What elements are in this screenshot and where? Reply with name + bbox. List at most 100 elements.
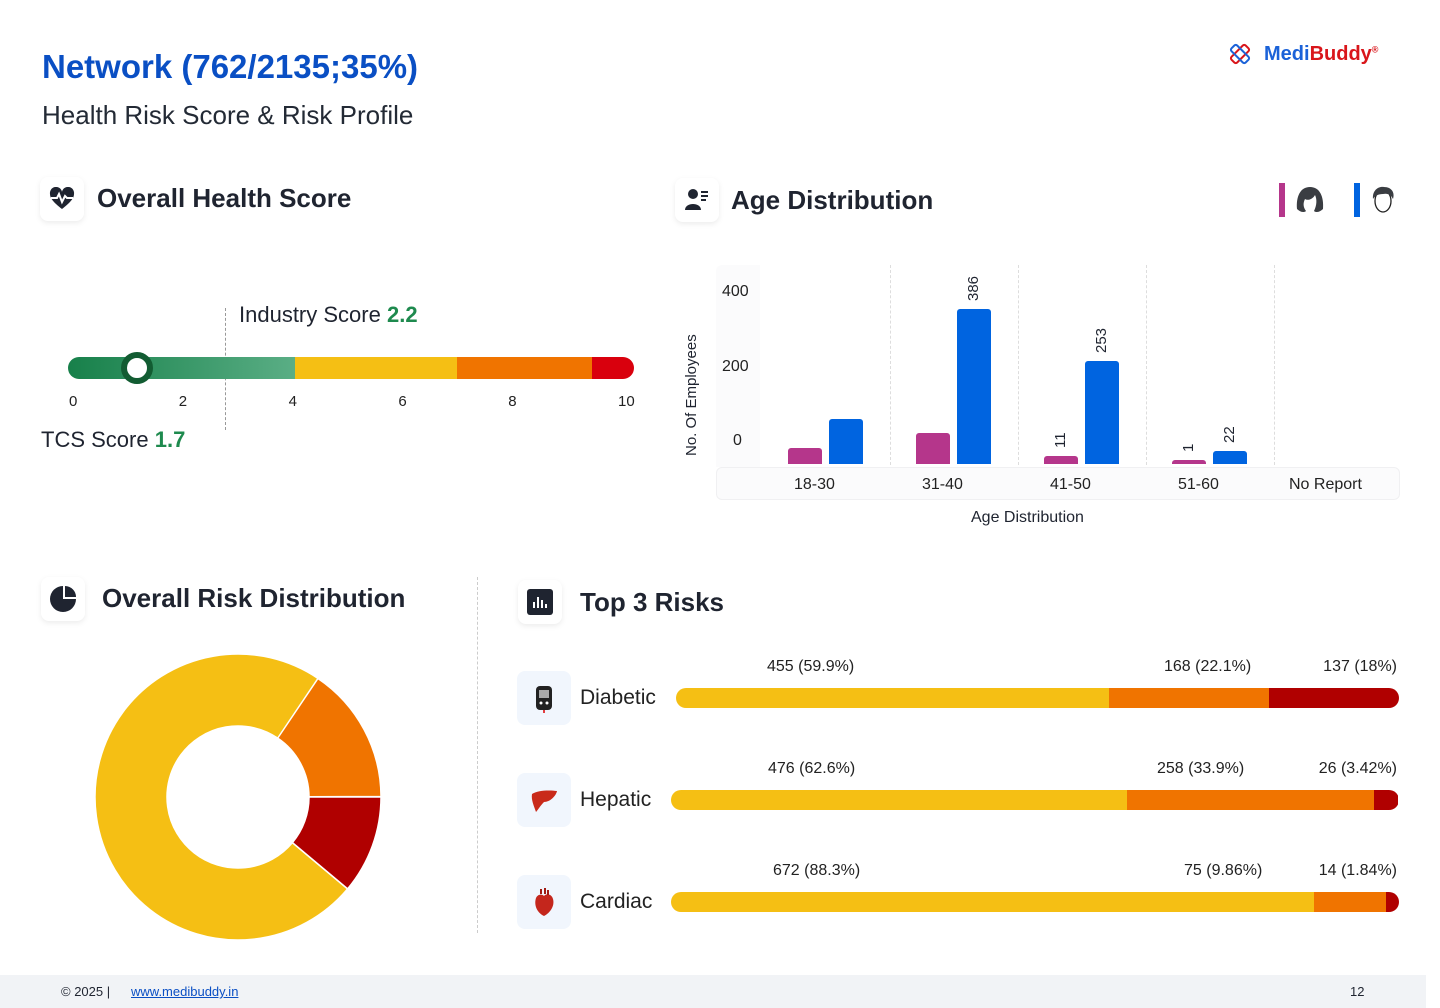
risk-name: Cardiac	[580, 890, 653, 913]
section-title-health-score: Overall Health Score	[97, 183, 352, 213]
band-high	[457, 357, 592, 379]
x-tick-label: 31-40	[922, 476, 963, 493]
legend-swatch-female	[1279, 183, 1285, 217]
risk-segment-label: 258 (33.9%)	[1157, 760, 1245, 777]
bar-value-label: 22	[1221, 426, 1238, 444]
band-moderate	[295, 357, 457, 379]
risk-segment-label: 75 (9.86%)	[1184, 862, 1263, 879]
bar-female	[1044, 455, 1078, 464]
risk-segment-label: 672 (88.3%)	[773, 862, 861, 879]
tcs-score-marker	[121, 352, 153, 384]
bar-male	[1085, 361, 1119, 464]
risk-segment	[1268, 688, 1399, 708]
x-tick-label: 41-50	[1050, 476, 1091, 493]
risk-segment-label: 26 (3.42%)	[1318, 760, 1397, 777]
risk-segment	[1385, 892, 1399, 912]
tcs-score: TCS Score 1.7	[41, 427, 185, 453]
bar-male	[829, 419, 863, 464]
footer: © 2025 | www.medibuddy.in 12	[0, 975, 1426, 1008]
gridline	[1146, 265, 1147, 465]
scale-tick-label: 2	[178, 393, 188, 410]
gridline	[890, 265, 891, 465]
bar-value-label: 253	[1093, 328, 1110, 354]
risk-bar	[671, 790, 1399, 810]
copyright: © 2025 |	[61, 984, 111, 999]
y-axis-label: No. Of Employees	[683, 334, 700, 456]
donut-slice	[94, 653, 349, 941]
risk-segment-label: 137 (18%)	[1323, 658, 1397, 675]
bar-female	[788, 448, 822, 464]
industry-score: Industry Score 2.2	[239, 302, 418, 328]
y-tick-label: 0	[733, 432, 742, 449]
gridline	[1274, 265, 1275, 465]
male-icon	[1372, 186, 1394, 213]
x-tick-label: No Report	[1289, 476, 1362, 493]
y-tick-label: 400	[722, 283, 749, 300]
heart-icon	[517, 875, 571, 929]
bar-value-label: 386	[965, 276, 982, 302]
industry-score-value: 2.2	[386, 302, 418, 327]
risk-segment	[676, 688, 1110, 708]
glucometer-icon	[517, 671, 571, 725]
female-icon	[1296, 187, 1324, 213]
registered-mark: ®	[1371, 43, 1379, 54]
page-number: 12	[1350, 984, 1365, 999]
logo-text-buddy: Buddy	[1309, 42, 1372, 65]
section-title-age: Age Distribution	[731, 185, 934, 215]
section-title-risk-distribution: Overall Risk Distribution	[102, 583, 406, 613]
gridline	[1018, 265, 1019, 465]
page-subtitle: Health Risk Score & Risk Profile	[42, 100, 414, 130]
x-tick-label: 18-30	[794, 476, 835, 493]
risk-name: Hepatic	[580, 788, 652, 811]
tcs-score-value: 1.7	[154, 427, 186, 452]
bar-value-label: 11	[1052, 432, 1069, 448]
bar-male	[957, 309, 991, 464]
industry-score-label: Industry Score	[239, 302, 381, 327]
risk-segment	[671, 892, 1314, 912]
scale-tick-label: 6	[398, 393, 407, 410]
band-good	[68, 357, 295, 379]
section-title-top-risks: Top 3 Risks	[580, 587, 725, 617]
risk-segment	[1109, 688, 1269, 708]
x-axis-panel	[716, 467, 1400, 500]
risk-bar	[671, 892, 1399, 912]
bar-chart-icon	[518, 580, 562, 624]
bar-female	[916, 432, 950, 464]
liver-icon	[517, 773, 571, 827]
website-link[interactable]: www.medibuddy.in	[131, 984, 239, 999]
x-tick-label: 51-60	[1178, 476, 1219, 493]
tcs-score-label: TCS Score	[41, 427, 149, 452]
risk-segment-label: 476 (62.6%)	[768, 760, 856, 777]
section-divider	[477, 577, 478, 933]
bar-value-label: 1	[1180, 443, 1197, 452]
heart-pulse-icon	[40, 177, 84, 221]
scale-tick-label: 10	[618, 393, 635, 410]
bar-male	[1213, 451, 1247, 464]
bar-female	[1172, 459, 1206, 464]
risk-segment-label: 455 (59.9%)	[767, 658, 855, 675]
x-axis-label: Age Distribution	[971, 509, 1084, 526]
donut-slice	[291, 796, 382, 890]
risk-bar	[676, 688, 1399, 708]
risk-name: Diabetic	[580, 686, 656, 709]
risk-segment-label: 14 (1.84%)	[1318, 862, 1397, 879]
risk-segment-label: 168 (22.1%)	[1164, 658, 1252, 675]
user-list-icon	[675, 178, 719, 222]
risk-donut-chart	[94, 653, 382, 941]
scale-tick-label: 4	[288, 393, 297, 410]
pie-chart-icon	[41, 577, 85, 621]
scale-tick-label: 8	[508, 393, 517, 410]
logo-text-medi: Medi	[1264, 42, 1310, 65]
page-title: Network (762/2135;35%)	[42, 48, 419, 85]
scale-tick-label: 0	[69, 393, 78, 410]
legend-swatch-male	[1354, 183, 1360, 217]
y-axis-panel	[716, 265, 760, 467]
risk-segment	[671, 790, 1127, 810]
y-tick-label: 200	[722, 358, 749, 375]
band-critical	[592, 357, 634, 379]
risk-segment	[1313, 892, 1386, 912]
medibuddy-logo-icon	[1229, 43, 1251, 65]
medibuddy-logo: MediBuddy®	[1226, 40, 1378, 68]
risk-segment	[1126, 790, 1374, 810]
risk-segment	[1373, 790, 1399, 810]
